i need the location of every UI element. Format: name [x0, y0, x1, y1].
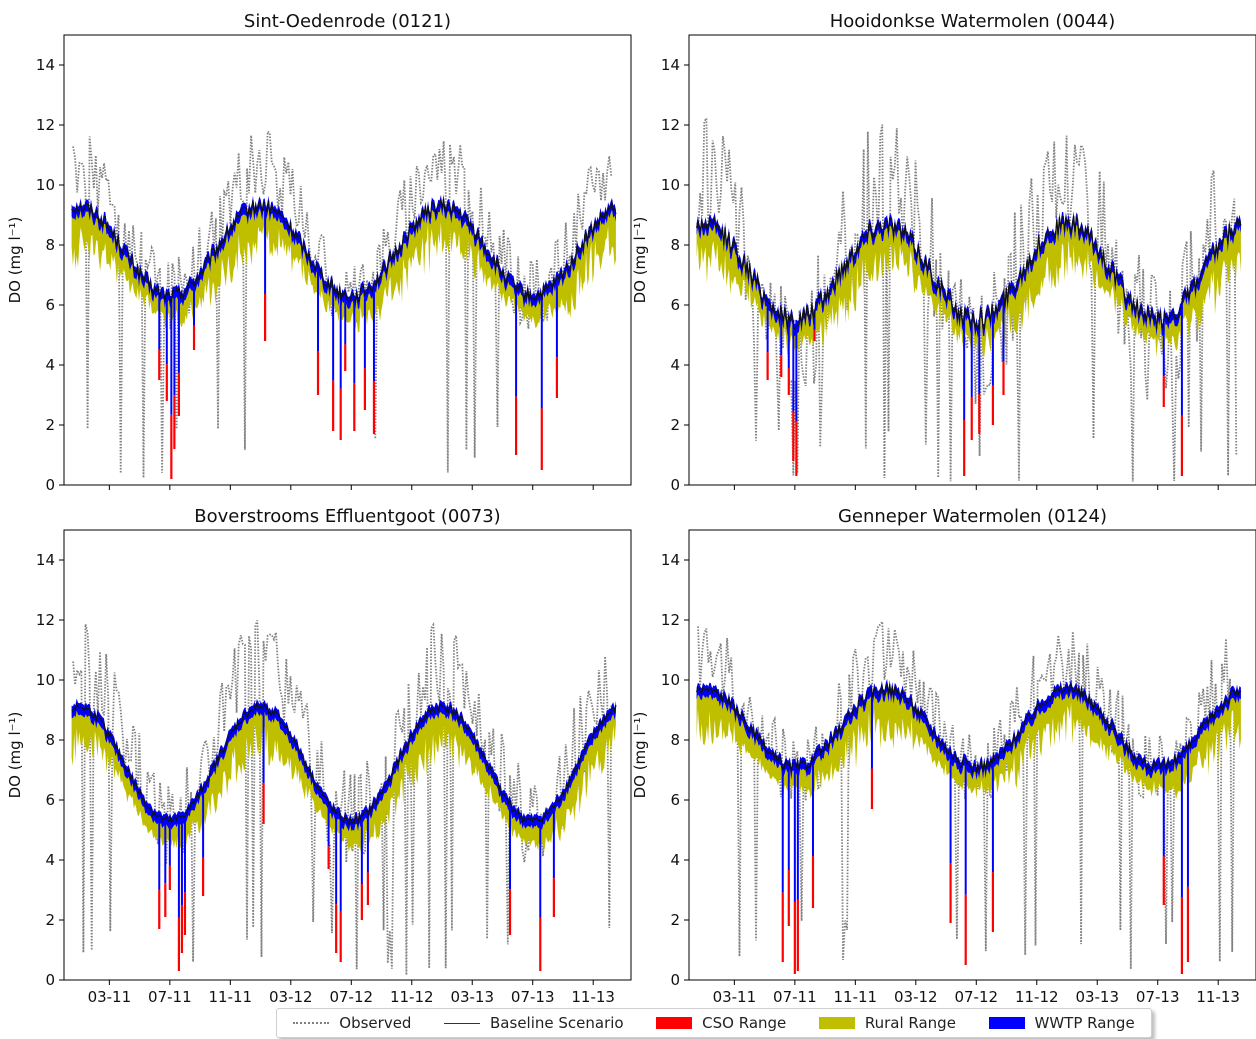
- y-tick-label: 12: [36, 611, 55, 629]
- rural-range-band: [696, 683, 1241, 800]
- axes-frame: [688, 34, 1256, 486]
- y-tick-label: 2: [45, 416, 55, 434]
- y-tick-label: 12: [661, 116, 680, 134]
- x-tick-label: 07-13: [511, 988, 555, 1006]
- axes-frame: [688, 529, 1256, 981]
- y-tick-label: 8: [670, 731, 680, 749]
- x-tick-label: 11-12: [390, 988, 434, 1006]
- x-tick-label: 03-12: [894, 988, 938, 1006]
- x-tick-label: 07-11: [148, 988, 192, 1006]
- legend-cso-swatch: [656, 1017, 693, 1029]
- plot-area: [696, 618, 1242, 974]
- x-tick-label: 03-11: [88, 988, 132, 1006]
- panel-2: Hooidonkse Watermolen (0044) 0 2 4 6 8 10 12 14 D…: [631, 11, 1256, 494]
- y-tick-label: 0: [45, 476, 55, 494]
- legend-baseline-swatch: [444, 1022, 481, 1024]
- legend-rural: Rural Range: [818, 1014, 956, 1032]
- y-tick-label: 6: [45, 296, 55, 314]
- x-tick-label: 07-13: [1136, 988, 1180, 1006]
- baseline-series: [71, 198, 617, 305]
- legend-baseline-label: Baseline Scenario: [490, 1014, 624, 1032]
- x-tick-label: 07-12: [954, 988, 998, 1006]
- legend-wwtp: WWTP Range: [988, 1014, 1135, 1032]
- y-tick-label: 2: [45, 911, 55, 929]
- legend-observed: Observed: [293, 1014, 411, 1032]
- y-tick-label: 0: [670, 476, 680, 494]
- legend-wwtp-swatch: [988, 1017, 1025, 1029]
- y-tick-label: 12: [661, 611, 680, 629]
- y-tick-label: 10: [661, 671, 680, 689]
- panel-title: Boverstrooms Effluentgoot (0073): [194, 506, 500, 527]
- observed-series: [697, 618, 1237, 970]
- y-tick-label: 14: [661, 551, 680, 569]
- baseline-series: [71, 701, 617, 826]
- panel-1: Sint-Oedenrode (0121) 0 2 4 6 8 10 12 14 DO (mg l…: [6, 11, 632, 494]
- rural-range-band: [696, 216, 1241, 359]
- y-tick-label: 2: [670, 911, 680, 929]
- x-tick-label: 03-13: [1075, 988, 1119, 1006]
- x-tick-label: 03-12: [269, 988, 313, 1006]
- plot-area: [71, 129, 617, 479]
- y-axis-label: DO (mg l⁻¹): [6, 217, 24, 304]
- panel-title: Genneper Watermolen (0124): [838, 506, 1107, 527]
- y-tick-label: 6: [670, 791, 680, 809]
- plot-area: [696, 115, 1242, 482]
- y-tick-label: 4: [670, 356, 680, 374]
- x-tick-label: 03-13: [450, 988, 494, 1006]
- y-tick-label: 0: [670, 971, 680, 989]
- y-tick-label: 14: [36, 551, 55, 569]
- plot-area: [71, 620, 617, 976]
- panel-title: Hooidonkse Watermolen (0044): [830, 11, 1116, 32]
- x-tick-label: 11-13: [1196, 988, 1240, 1006]
- y-axis-label: DO (mg l⁻¹): [631, 217, 649, 304]
- y-tick-label: 0: [45, 971, 55, 989]
- legend-baseline: Baseline Scenario: [444, 1014, 624, 1032]
- panel-4: Genneper Watermolen (0124) 0 2 4 6 8 10 12 14 DO …: [631, 506, 1256, 1006]
- legend-wwtp-label: WWTP Range: [1034, 1014, 1135, 1032]
- x-tick-label: 07-11: [773, 988, 817, 1006]
- y-tick-label: 4: [45, 851, 55, 869]
- y-tick-label: 10: [36, 176, 55, 194]
- x-tick-label: 11-11: [209, 988, 253, 1006]
- y-tick-label: 2: [670, 416, 680, 434]
- legend-observed-swatch: [293, 1022, 330, 1024]
- panel-3: Boverstrooms Effluentgoot (0073) 0 2 4 6 8 10 1…: [6, 506, 632, 1006]
- axes-frame: [63, 529, 632, 981]
- baseline-series: [696, 683, 1242, 775]
- panel-title: Sint-Oedenrode (0121): [244, 11, 451, 32]
- y-tick-label: 4: [45, 356, 55, 374]
- y-tick-label: 14: [36, 56, 55, 74]
- observed-series: [697, 115, 1238, 482]
- y-tick-label: 8: [45, 236, 55, 254]
- axes-frame: [63, 34, 632, 486]
- y-axis-label: DO (mg l⁻¹): [631, 712, 649, 799]
- legend-rural-swatch: [818, 1017, 855, 1029]
- y-tick-label: 8: [45, 731, 55, 749]
- legend-cso-label: CSO Range: [702, 1014, 787, 1032]
- x-tick-label: 07-12: [329, 988, 373, 1006]
- legend-observed-label: Observed: [339, 1014, 412, 1032]
- y-tick-label: 10: [36, 671, 55, 689]
- x-tick-label: 11-11: [834, 988, 878, 1006]
- rural-range-band: [71, 198, 616, 333]
- y-tick-label: 14: [661, 56, 680, 74]
- x-tick-label: 11-13: [571, 988, 615, 1006]
- y-tick-label: 8: [670, 236, 680, 254]
- observed-series: [72, 620, 613, 976]
- legend: Observed Baseline Scenario CSO Range Rur…: [276, 1008, 1152, 1038]
- x-tick-label: 03-11: [713, 988, 757, 1006]
- baseline-series: [696, 215, 1242, 331]
- legend-rural-label: Rural Range: [864, 1014, 956, 1032]
- y-axis-label: DO (mg l⁻¹): [6, 712, 24, 799]
- wwtp-range-band: [71, 698, 616, 832]
- y-tick-label: 10: [661, 176, 680, 194]
- y-tick-label: 4: [670, 851, 680, 869]
- y-tick-label: 6: [45, 791, 55, 809]
- y-tick-label: 12: [36, 116, 55, 134]
- x-tick-label: 11-12: [1015, 988, 1059, 1006]
- y-tick-label: 6: [670, 296, 680, 314]
- legend-cso: CSO Range: [656, 1014, 786, 1032]
